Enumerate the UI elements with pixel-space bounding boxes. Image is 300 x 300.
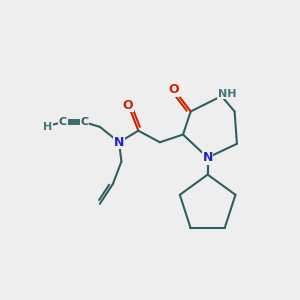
Text: H: H xyxy=(43,122,52,132)
Text: O: O xyxy=(122,99,133,112)
Text: C: C xyxy=(59,117,67,127)
Text: O: O xyxy=(169,83,179,96)
Text: C: C xyxy=(80,117,88,127)
Text: N: N xyxy=(202,151,213,164)
Text: N: N xyxy=(114,136,124,149)
Text: NH: NH xyxy=(218,89,236,99)
